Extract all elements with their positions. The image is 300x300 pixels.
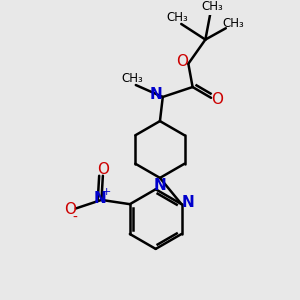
Text: +: + — [102, 187, 111, 197]
Text: -: - — [72, 211, 77, 224]
Text: CH₃: CH₃ — [166, 11, 188, 24]
Text: N: N — [94, 191, 106, 206]
Text: O: O — [176, 54, 188, 69]
Text: O: O — [211, 92, 223, 107]
Text: CH₃: CH₃ — [122, 72, 143, 85]
Text: N: N — [182, 195, 194, 210]
Text: N: N — [154, 178, 166, 193]
Text: N: N — [149, 87, 162, 102]
Text: CH₃: CH₃ — [222, 16, 244, 30]
Text: O: O — [97, 162, 109, 177]
Text: CH₃: CH₃ — [201, 0, 223, 13]
Text: O: O — [64, 202, 76, 217]
